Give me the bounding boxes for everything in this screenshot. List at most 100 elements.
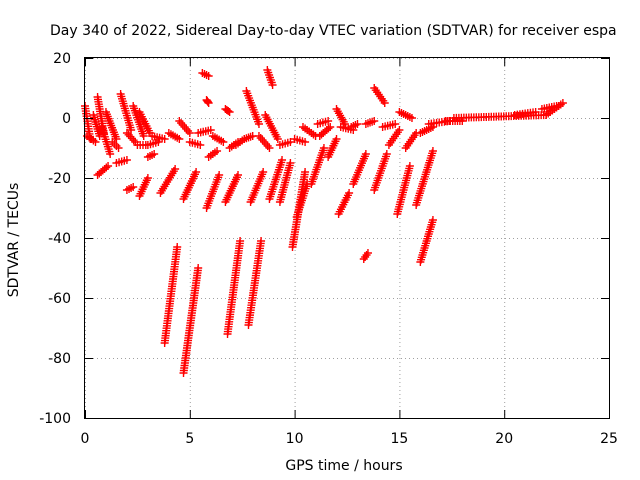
data-point bbox=[361, 150, 370, 158]
satellite-arc bbox=[334, 189, 354, 218]
data-point bbox=[127, 126, 136, 134]
satellite-arc bbox=[370, 150, 391, 194]
data-point bbox=[265, 144, 274, 152]
data-point bbox=[200, 70, 209, 78]
satellite-arc bbox=[143, 138, 163, 149]
satellite-arc bbox=[370, 84, 389, 107]
data-point bbox=[145, 152, 154, 160]
data-point bbox=[206, 126, 215, 134]
satellite-arc bbox=[263, 66, 277, 89]
data-point bbox=[405, 162, 414, 170]
data-point bbox=[428, 123, 437, 131]
satellite-arc bbox=[510, 108, 540, 119]
data-point bbox=[301, 138, 310, 146]
data-point bbox=[236, 237, 245, 245]
data-point bbox=[370, 117, 379, 125]
data-point bbox=[175, 135, 184, 143]
y-tick-label: -20 bbox=[48, 171, 71, 187]
x-tick-label: 10 bbox=[286, 431, 304, 447]
data-point bbox=[366, 118, 375, 127]
x-tick-label: 15 bbox=[390, 431, 408, 447]
satellite-arc bbox=[204, 147, 222, 161]
satellite-arc bbox=[116, 90, 136, 134]
data-point bbox=[219, 138, 228, 146]
data-point bbox=[139, 132, 148, 140]
y-tick-label: -100 bbox=[39, 411, 71, 427]
satellite-arc bbox=[332, 105, 349, 128]
y-tick-label: -40 bbox=[48, 231, 71, 247]
data-point bbox=[345, 189, 354, 197]
satellite-arc bbox=[122, 183, 138, 194]
data-point bbox=[363, 249, 372, 257]
data-point bbox=[173, 243, 182, 251]
data-point bbox=[301, 168, 310, 176]
satellite-arc bbox=[101, 108, 121, 143]
satellite-arc bbox=[393, 162, 414, 218]
satellite-arc bbox=[202, 96, 213, 107]
satellite-arc bbox=[384, 126, 404, 149]
data-point bbox=[112, 142, 121, 150]
data-point bbox=[259, 168, 268, 176]
data-point bbox=[150, 150, 159, 158]
plot-frame bbox=[84, 57, 610, 419]
data-point bbox=[194, 264, 203, 272]
data-point bbox=[102, 163, 111, 172]
satellite-arc bbox=[378, 120, 400, 131]
x-axis-label: GPS time / hours bbox=[285, 458, 402, 474]
axis-ticks: 0 5 10 15 20 25 -100 -80 -60 -40 -20 0 20 bbox=[39, 51, 618, 447]
data-point bbox=[192, 168, 201, 176]
satellite-arc bbox=[97, 123, 115, 158]
data-point bbox=[278, 156, 287, 164]
data-point bbox=[428, 216, 437, 224]
data-point bbox=[185, 129, 194, 137]
satellite-arc bbox=[324, 135, 341, 161]
data-point bbox=[324, 124, 333, 133]
satellite-arc bbox=[275, 138, 295, 149]
data-point bbox=[531, 108, 540, 116]
data-point bbox=[382, 150, 391, 158]
data-point bbox=[319, 144, 328, 152]
data-point bbox=[353, 120, 362, 128]
data-point bbox=[273, 135, 282, 143]
data-point bbox=[395, 126, 404, 134]
satellite-arc bbox=[194, 126, 215, 137]
data-point bbox=[112, 135, 121, 143]
satellite-arc bbox=[315, 123, 335, 140]
satellite-arc bbox=[156, 165, 180, 197]
satellite-arc bbox=[143, 150, 159, 161]
data-point bbox=[257, 237, 266, 245]
satellite-arc bbox=[148, 132, 169, 143]
y-tick-label: 20 bbox=[53, 51, 71, 67]
satellite-arc bbox=[359, 249, 372, 263]
satellite-arc bbox=[135, 174, 152, 200]
data-point bbox=[204, 72, 213, 80]
satellite-arc bbox=[208, 132, 228, 146]
satellite-arc bbox=[244, 237, 266, 329]
data-point bbox=[351, 121, 360, 129]
x-tick-label: 20 bbox=[495, 431, 513, 447]
satellite-arc bbox=[108, 138, 123, 152]
data-point bbox=[558, 99, 567, 107]
data-point bbox=[391, 120, 400, 128]
y-tick-label: 0 bbox=[62, 111, 71, 127]
satellite-arc bbox=[416, 216, 437, 266]
satellite-arc bbox=[246, 168, 268, 206]
data-point bbox=[196, 141, 205, 149]
satellite-arc bbox=[129, 102, 148, 140]
satellite-arc bbox=[122, 129, 140, 146]
data-point bbox=[171, 165, 180, 173]
satellite-arc bbox=[164, 129, 184, 143]
data-point bbox=[127, 184, 136, 192]
satellite-arc bbox=[361, 117, 379, 128]
satellite-arc bbox=[347, 120, 362, 131]
data-point bbox=[286, 138, 295, 146]
satellite-arc bbox=[275, 159, 295, 206]
data-point bbox=[104, 162, 113, 170]
satellite-arc bbox=[307, 144, 328, 188]
data-point bbox=[129, 183, 138, 191]
data-point bbox=[213, 147, 222, 155]
data-point bbox=[225, 108, 234, 116]
satellite-arc bbox=[221, 105, 234, 116]
satellite-arc bbox=[160, 243, 182, 347]
x-tick-label: 0 bbox=[81, 431, 90, 447]
